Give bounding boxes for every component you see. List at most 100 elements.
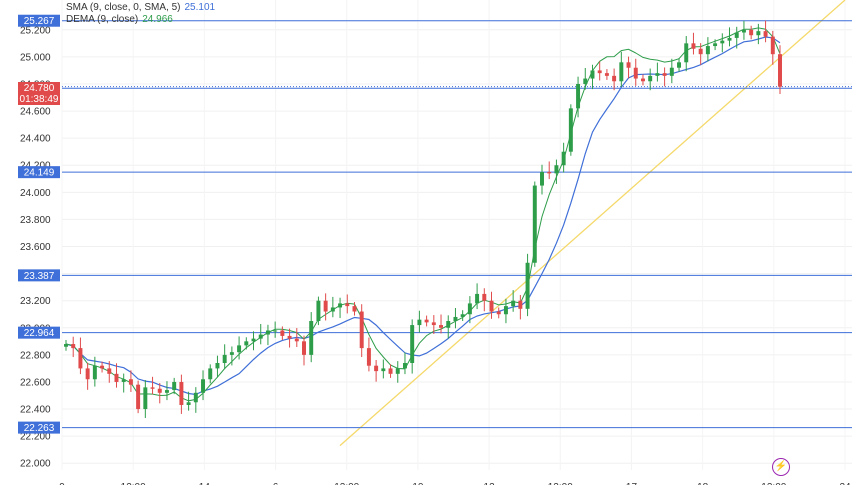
x-tick-label: 17 <box>626 482 638 485</box>
candle-body <box>193 392 198 403</box>
level-tag <box>18 166 60 179</box>
y-tick-label: 22.800 <box>20 350 51 361</box>
candle-body <box>619 62 624 82</box>
candle-body <box>496 311 501 315</box>
level-tag-label: 23.387 <box>24 271 55 282</box>
candle-body <box>71 344 76 349</box>
x-tick-label: 6 <box>273 482 279 485</box>
candle-body <box>705 46 710 55</box>
candle-body <box>604 73 609 76</box>
x-tick-label: 10 <box>412 482 424 485</box>
candle-body <box>482 293 487 301</box>
y-tick-label: 23.800 <box>20 215 51 226</box>
candle-body <box>576 83 581 109</box>
candle-body <box>467 303 472 315</box>
x-tick-label: 9 <box>59 482 65 485</box>
candle-body <box>431 322 436 326</box>
candle-body <box>273 330 278 332</box>
x-tick-label: 12:00 <box>334 482 359 485</box>
candle-body <box>316 300 321 322</box>
sma-legend-label: SMA (9, close, 0, SMA, 5) <box>66 2 181 13</box>
current-price-tag: 24.780 01:38:49 <box>18 82 60 105</box>
level-tag-label: 22.964 <box>24 328 55 339</box>
candle-body <box>669 67 674 76</box>
candle-body <box>684 43 689 63</box>
candle-body <box>525 262 530 309</box>
x-tick-label: 18 <box>697 482 709 485</box>
y-tick-label: 25.200 <box>20 25 51 36</box>
candle-body <box>359 311 364 349</box>
candle-body <box>280 330 285 336</box>
candle-body <box>720 40 725 44</box>
candle-body <box>633 67 638 79</box>
level-tag-label: 25.267 <box>24 16 55 27</box>
candle-body <box>439 325 444 328</box>
candle-body <box>107 368 112 374</box>
candle-body <box>381 368 386 372</box>
candle-body <box>518 300 523 309</box>
y-tick-label: 22.000 <box>20 459 51 470</box>
candle-body <box>475 293 480 304</box>
candle-body <box>547 172 552 174</box>
candle-body <box>727 37 732 41</box>
level-tag <box>18 326 60 339</box>
x-tick-label: 24 <box>839 482 851 485</box>
sma-legend[interactable]: SMA (9, close, 0, SMA, 5) 25.101 <box>66 2 215 13</box>
candle-body <box>309 321 314 355</box>
candle-body <box>208 368 213 380</box>
x-axis-ticks: 9 12:00 14 6 12:00 10 12 12:00 17 18 12:00 24 <box>59 482 851 485</box>
candle-body <box>640 78 645 82</box>
level-tag <box>18 14 60 27</box>
lightning-icon[interactable]: ⚡ <box>772 458 790 476</box>
candle-body <box>691 43 696 49</box>
dema-legend[interactable]: DEMA (9, close) 24.966 <box>66 14 173 25</box>
dema-line <box>65 27 781 402</box>
candle-body <box>323 300 328 312</box>
y-tick-label: 22.400 <box>20 405 51 416</box>
candle-body <box>64 344 68 347</box>
candle-body <box>453 316 458 322</box>
candle-body <box>763 31 768 37</box>
candle-body <box>374 365 379 372</box>
candle-body <box>172 381 177 391</box>
y-tick-label: 23.200 <box>20 296 51 307</box>
candle-body <box>395 368 400 374</box>
candle-body <box>568 108 573 152</box>
x-tick-label: 12:00 <box>548 482 573 485</box>
candle-body <box>215 362 220 369</box>
candle-body <box>78 348 83 369</box>
y-tick-label: 23.600 <box>20 242 51 253</box>
candle-body <box>511 300 516 307</box>
candle-body <box>410 325 415 363</box>
candle-body <box>179 381 184 405</box>
candle-body <box>136 384 141 410</box>
dema-legend-value: 24.966 <box>142 14 173 25</box>
candle-body <box>338 303 343 308</box>
candle-body <box>352 306 357 312</box>
trend-line <box>339 0 846 447</box>
candle-body <box>294 338 299 342</box>
candle-body <box>150 387 155 389</box>
candle-body <box>330 307 335 312</box>
candle-body <box>417 319 422 326</box>
x-tick-label: 12:00 <box>761 482 786 485</box>
candle-body <box>778 54 782 87</box>
candle-body <box>583 78 588 84</box>
candle-body <box>662 73 667 76</box>
candle-body <box>626 62 631 68</box>
candle-body <box>128 379 133 385</box>
x-tick-label: 14 <box>199 482 211 485</box>
candle-body <box>92 365 97 380</box>
candle-body <box>648 75 653 82</box>
dema-series <box>65 27 781 402</box>
candle-body <box>85 368 90 380</box>
candle-body <box>366 348 371 366</box>
candle-body <box>540 172 544 186</box>
y-tick-label: 22.200 <box>20 432 51 443</box>
candle-body <box>100 365 105 369</box>
candle-body <box>121 379 126 382</box>
current-price-value: 24.780 <box>23 83 55 94</box>
candle-body <box>186 402 191 405</box>
candle-body <box>532 185 537 263</box>
